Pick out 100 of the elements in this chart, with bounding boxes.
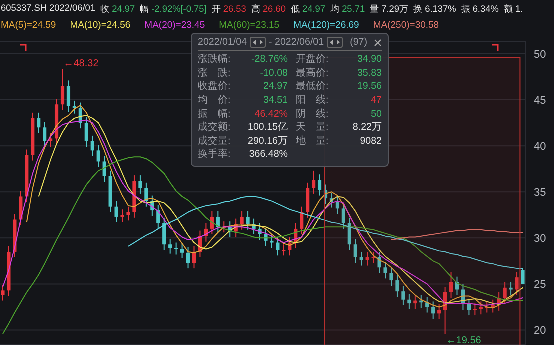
line-series [391,229,524,241]
candlestick [282,244,286,256]
line-series [2,156,524,334]
candlestick [84,117,88,148]
text: 收 [100,4,110,14]
candlestick [336,196,340,215]
candlestick [312,170,316,194]
annotation: 阳 线: [296,94,330,108]
annotation: (97) [350,37,368,48]
text: MA(120)=26.69 [294,20,360,31]
candlestick [66,80,71,112]
annotation: 47 [370,95,382,106]
candlestick [96,144,100,168]
annotation: 成交量: [198,134,232,148]
annotation: ←48.32 [64,58,100,70]
annotation: - 2022/06/01 [269,37,324,48]
candlestick [402,286,406,306]
candlestick [174,242,178,256]
candlestick [90,135,94,157]
candlestick [186,246,190,270]
candlestick [378,251,382,274]
annotation: 46.42% [254,108,288,120]
candlestick [354,238,358,264]
annotation: 24.97 [262,81,288,92]
text: 振 [461,4,470,14]
candlestick [180,243,184,259]
candlestick [396,274,400,298]
annotation: -10.08 [259,68,288,79]
text: 1. [515,4,524,14]
annotation: 366.48% [248,149,288,160]
text: MA(5)=24.59 [1,20,56,31]
candlestick [408,294,412,310]
candlestick [318,174,322,196]
annotation: 35.83 [356,68,382,79]
y-tick-label: 25 [534,279,546,292]
candlestick [432,301,436,320]
candlestick [300,206,304,235]
text: 均 [330,4,340,14]
annotation: 最高价: [296,66,330,80]
candlestick [479,301,483,316]
annotation: 34.51 [262,95,288,106]
candlestick [348,217,352,251]
text: 26.53 [223,4,246,14]
candlestick [37,112,41,134]
annotation: 涨 跌: [198,66,232,80]
annotation: 9082 [359,136,382,147]
candlestick [168,238,172,254]
text: MA(10)=24.56 [70,20,131,31]
candlestick [366,251,370,266]
candlestick [438,304,442,320]
chart-title: 605337.SH 2022/06/01 [1,3,96,15]
annotation: ←19.56 [446,335,482,345]
text: MA(20)=23.45 [144,20,206,31]
text: 7.29万 [382,4,409,14]
candlestick [390,267,394,287]
annotation: 涨跌幅: [198,53,232,66]
candlestick [126,206,130,222]
annotation: 100.15亿 [247,121,288,134]
annotation: 2022/01/04 [198,37,248,48]
text: 幅 [140,4,150,14]
y-tick-label: 30 [534,233,546,246]
annotation: 换手率: [198,148,232,162]
annotation: 天 量: [296,121,330,134]
candlestick [342,202,346,230]
y-tick-label: 35 [534,187,546,200]
candlestick [144,182,148,208]
candlestick [240,210,244,230]
annotation: 19.56 [356,81,382,92]
candlestick [19,190,23,226]
candlestick [467,298,472,316]
candlestick [473,303,477,316]
text: -2.92%[-0.75] [152,4,207,14]
candlestick [120,209,124,224]
annotation: 均 价: [198,94,232,108]
candlestick [246,210,250,230]
candlestick [276,236,280,256]
candlestick [162,217,166,251]
candlestick [60,68,65,111]
y-tick-label: 40 [534,140,546,153]
text: 低 [290,4,300,14]
y-tick-label: 45 [534,94,546,107]
annotation: -28.76% [250,54,288,66]
candlestick [102,156,106,182]
candlestick [384,262,388,280]
text: 高 [251,4,260,14]
candlestick [372,251,376,264]
candlestick [503,282,507,304]
candlestick [449,272,454,299]
annotation: 地 量: [296,134,330,148]
candlestick [114,200,118,224]
candlestick [1,284,5,302]
text: 开 [212,4,221,14]
text: 额 [504,4,513,14]
y-tick-label: 20 [534,325,546,338]
line-series [128,196,524,270]
text: 26.60 [262,4,286,14]
annotation: 34.90 [356,54,382,66]
candlestick [264,228,268,247]
candlestick [48,132,53,148]
candlestick [138,175,142,194]
